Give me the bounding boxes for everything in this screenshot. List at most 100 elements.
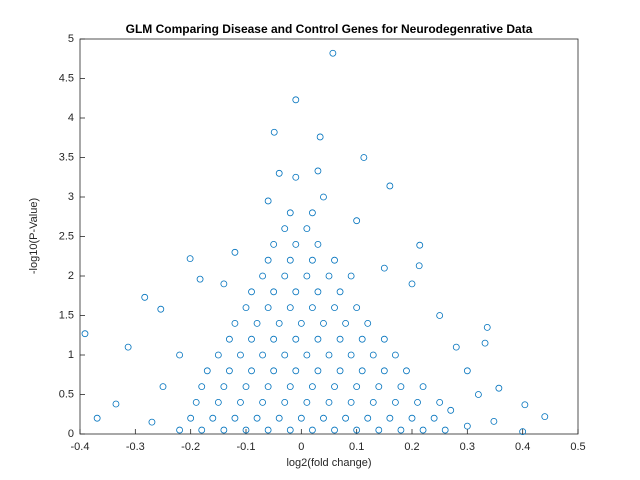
x-tick-label: -0.3: [126, 441, 145, 453]
point: [314, 288, 322, 296]
point: [336, 335, 344, 343]
point: [264, 304, 272, 312]
point: [314, 240, 322, 248]
point: [483, 323, 491, 331]
point: [314, 367, 322, 375]
point: [187, 414, 195, 422]
point: [292, 96, 300, 104]
point: [253, 319, 261, 327]
point: [331, 383, 338, 391]
point: [275, 414, 283, 422]
point: [303, 398, 311, 406]
point: [281, 225, 289, 233]
point: [270, 240, 278, 248]
point: [242, 304, 250, 312]
x-axis-label: log2(fold change): [286, 457, 371, 469]
point: [358, 367, 366, 375]
point: [308, 256, 316, 264]
point: [331, 426, 338, 434]
point: [408, 280, 416, 288]
point: [336, 288, 344, 296]
point: [286, 209, 294, 217]
point: [397, 426, 405, 434]
point: [375, 383, 383, 391]
point: [380, 335, 388, 343]
point: [325, 351, 333, 359]
point: [124, 343, 132, 351]
point: [275, 169, 283, 177]
point: [292, 367, 300, 375]
point: [270, 128, 278, 136]
point: [264, 383, 272, 391]
point: [436, 312, 444, 319]
point: [397, 383, 405, 391]
point: [386, 414, 394, 422]
point: [495, 384, 503, 392]
point: [248, 367, 255, 375]
point: [391, 351, 399, 359]
point: [380, 264, 388, 272]
point: [242, 426, 250, 434]
point: [541, 413, 549, 421]
x-tick-label: -0.2: [181, 441, 200, 453]
y-tick-label: 4: [68, 112, 74, 124]
point: [447, 406, 455, 414]
point: [159, 383, 167, 391]
point: [281, 351, 289, 359]
point: [521, 401, 529, 409]
point: [225, 367, 233, 375]
point: [331, 256, 338, 264]
point: [292, 240, 300, 248]
point: [353, 383, 361, 391]
x-tick-label: 0.5: [570, 441, 585, 453]
point: [408, 414, 416, 422]
point: [474, 391, 482, 398]
point: [176, 426, 184, 434]
point: [248, 288, 255, 296]
y-tick-label: 4.5: [59, 72, 74, 84]
chart-title: GLM Comparing Disease and Control Genes …: [126, 22, 533, 36]
point: [198, 383, 206, 391]
point: [308, 304, 316, 312]
point: [203, 367, 211, 375]
point: [463, 422, 471, 430]
point: [316, 133, 324, 141]
y-axis-label: -log10(P-Value): [28, 198, 40, 274]
point: [259, 351, 267, 359]
point: [275, 319, 283, 327]
point: [220, 383, 228, 391]
point: [292, 288, 300, 296]
point: [303, 351, 311, 359]
point: [209, 414, 217, 422]
point: [360, 154, 368, 161]
point: [353, 217, 361, 225]
point: [320, 193, 327, 201]
point: [414, 398, 421, 406]
x-tick-label: 0.2: [404, 441, 419, 453]
point: [186, 255, 194, 263]
point: [192, 398, 200, 406]
point: [364, 414, 372, 422]
point: [214, 351, 222, 359]
point: [342, 319, 350, 327]
point: [281, 398, 289, 406]
point: [419, 426, 427, 434]
point: [452, 343, 460, 351]
x-tick-label: -0.1: [237, 441, 256, 453]
point: [314, 335, 322, 343]
plot-area: [79, 38, 579, 435]
point: [281, 272, 289, 280]
y-tick-label: 3.5: [59, 151, 74, 163]
point: [325, 398, 333, 406]
point: [336, 367, 344, 375]
point: [220, 426, 228, 434]
x-tick-label: -0.4: [71, 441, 90, 453]
point: [441, 426, 449, 434]
point: [463, 367, 471, 375]
point: [231, 414, 239, 422]
point: [286, 426, 294, 434]
point: [93, 414, 101, 422]
point: [375, 426, 383, 434]
point: [81, 330, 89, 338]
point: [286, 383, 294, 391]
